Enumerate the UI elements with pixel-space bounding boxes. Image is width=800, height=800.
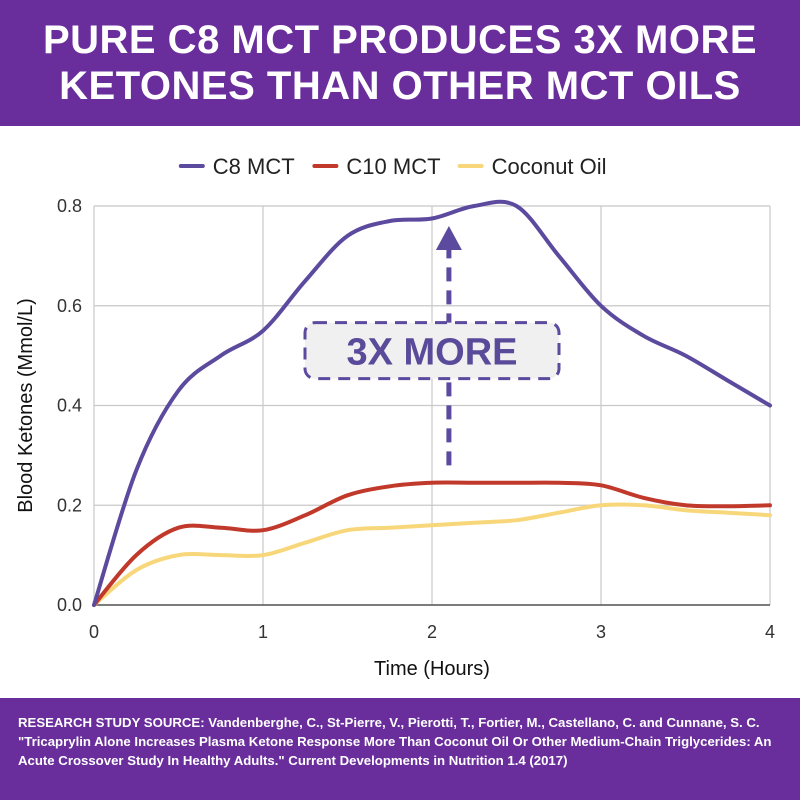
x-axis-title: Time (Hours) [374, 658, 490, 680]
legend-label-c8-mct: C8 MCT [213, 154, 295, 179]
y-tick-label: 0.2 [57, 495, 82, 515]
annotation-arrow-head [435, 225, 462, 250]
x-tick-label: 0 [89, 622, 99, 642]
annotation-box [303, 321, 561, 381]
x-tick-label: 2 [427, 622, 437, 642]
legend-label-coconut-oil: Coconut Oil [492, 154, 607, 179]
series-line-c8-mct [92, 199, 772, 607]
source-banner: RESEARCH STUDY SOURCE: Vandenberghe, C.,… [0, 698, 800, 800]
title-banner: PURE C8 MCT PRODUCES 3X MORE KETONES THA… [0, 0, 800, 126]
y-tick-label: 0.4 [57, 396, 82, 416]
series-line-coconut-oil [92, 502, 772, 607]
series-line-c10-mct [92, 480, 772, 607]
title-line-1: PURE C8 MCT PRODUCES 3X MORE [42, 18, 758, 62]
y-axis-title: Blood Ketones (Mmol/L) [15, 298, 37, 513]
y-tick-label: 0.6 [57, 296, 82, 316]
title-line-2: KETONES THAN OTHER MCT OILS [59, 64, 741, 108]
y-tick-label: 0.8 [57, 196, 82, 216]
x-tick-label: 3 [596, 622, 606, 642]
y-tick-label: 0.0 [57, 595, 82, 615]
x-tick-label: 4 [765, 622, 775, 642]
x-tick-label: 1 [258, 622, 268, 642]
source-citation: RESEARCH STUDY SOURCE: Vandenberghe, C.,… [18, 715, 772, 768]
annotation-label: 3X MORE [346, 332, 517, 374]
legend-label-c10-mct: C10 MCT [346, 154, 440, 179]
line-chart: 0.0 0.2 0.4 0.6 0.8 0 1 2 3 4 Time (Hours) Blood Ke… [15, 154, 775, 680]
